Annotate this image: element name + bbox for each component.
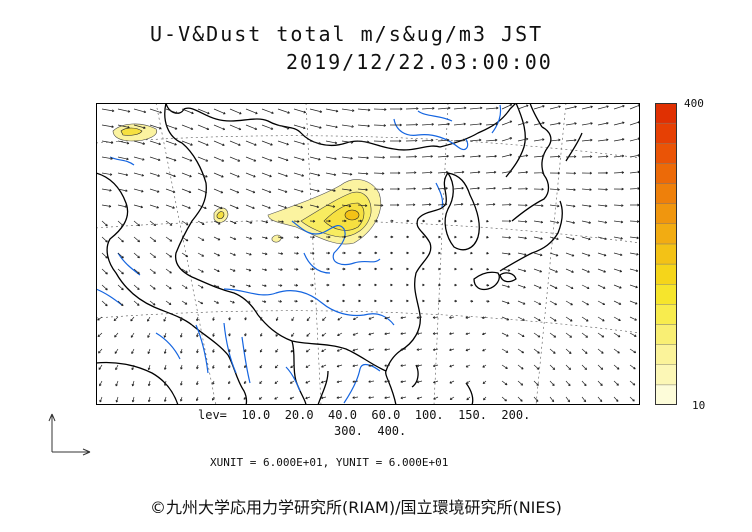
colorbar-cell	[655, 183, 677, 204]
colorbar-cell	[655, 344, 677, 365]
colorbar	[655, 103, 677, 405]
rivers	[96, 104, 502, 404]
colorbar-cell	[655, 263, 677, 285]
map-background	[96, 103, 640, 405]
colorbar-cell	[655, 384, 677, 405]
colorbar-cell	[655, 304, 677, 325]
dust-plume-main	[267, 179, 381, 245]
colorbar-min-label: 10	[692, 399, 706, 412]
colorbar-cell	[655, 223, 677, 245]
wind-arrows	[97, 103, 640, 403]
colorbar-cell	[655, 103, 677, 124]
unit-vector-icon	[48, 413, 91, 456]
colorbar-cell	[655, 283, 677, 305]
copyright-credit: ©九州大学応用力学研究所(RIAM)/国立環境研究所(NIES)	[150, 498, 562, 517]
map-timestamp: 2019/12/22.03:00:00	[286, 50, 553, 74]
dust-plume-west	[112, 123, 282, 243]
colorbar-cell	[655, 122, 677, 144]
colorbar-cell	[655, 364, 677, 386]
contour-levels: lev= 10.0 20.0 40.0 60.0 100. 150. 200.	[198, 408, 531, 422]
colorbar-cell	[655, 163, 677, 184]
colorbar-cell	[655, 243, 677, 265]
colorbar-cell	[655, 203, 677, 224]
colorbar-max-label: 400	[684, 97, 704, 110]
contour-levels-continued: 300. 400.	[334, 424, 407, 438]
coastlines	[96, 103, 583, 405]
vector-units: XUNIT = 6.000E+01, YUNIT = 6.000E+01	[210, 456, 449, 469]
wind-vectors	[97, 103, 640, 403]
map-title: U-V&Dust total m/s&ug/m3 JST	[150, 22, 544, 46]
dust-wind-map	[96, 103, 640, 405]
colorbar-cell	[655, 324, 677, 345]
map-frame	[96, 103, 640, 405]
colorbar-cell	[655, 143, 677, 164]
